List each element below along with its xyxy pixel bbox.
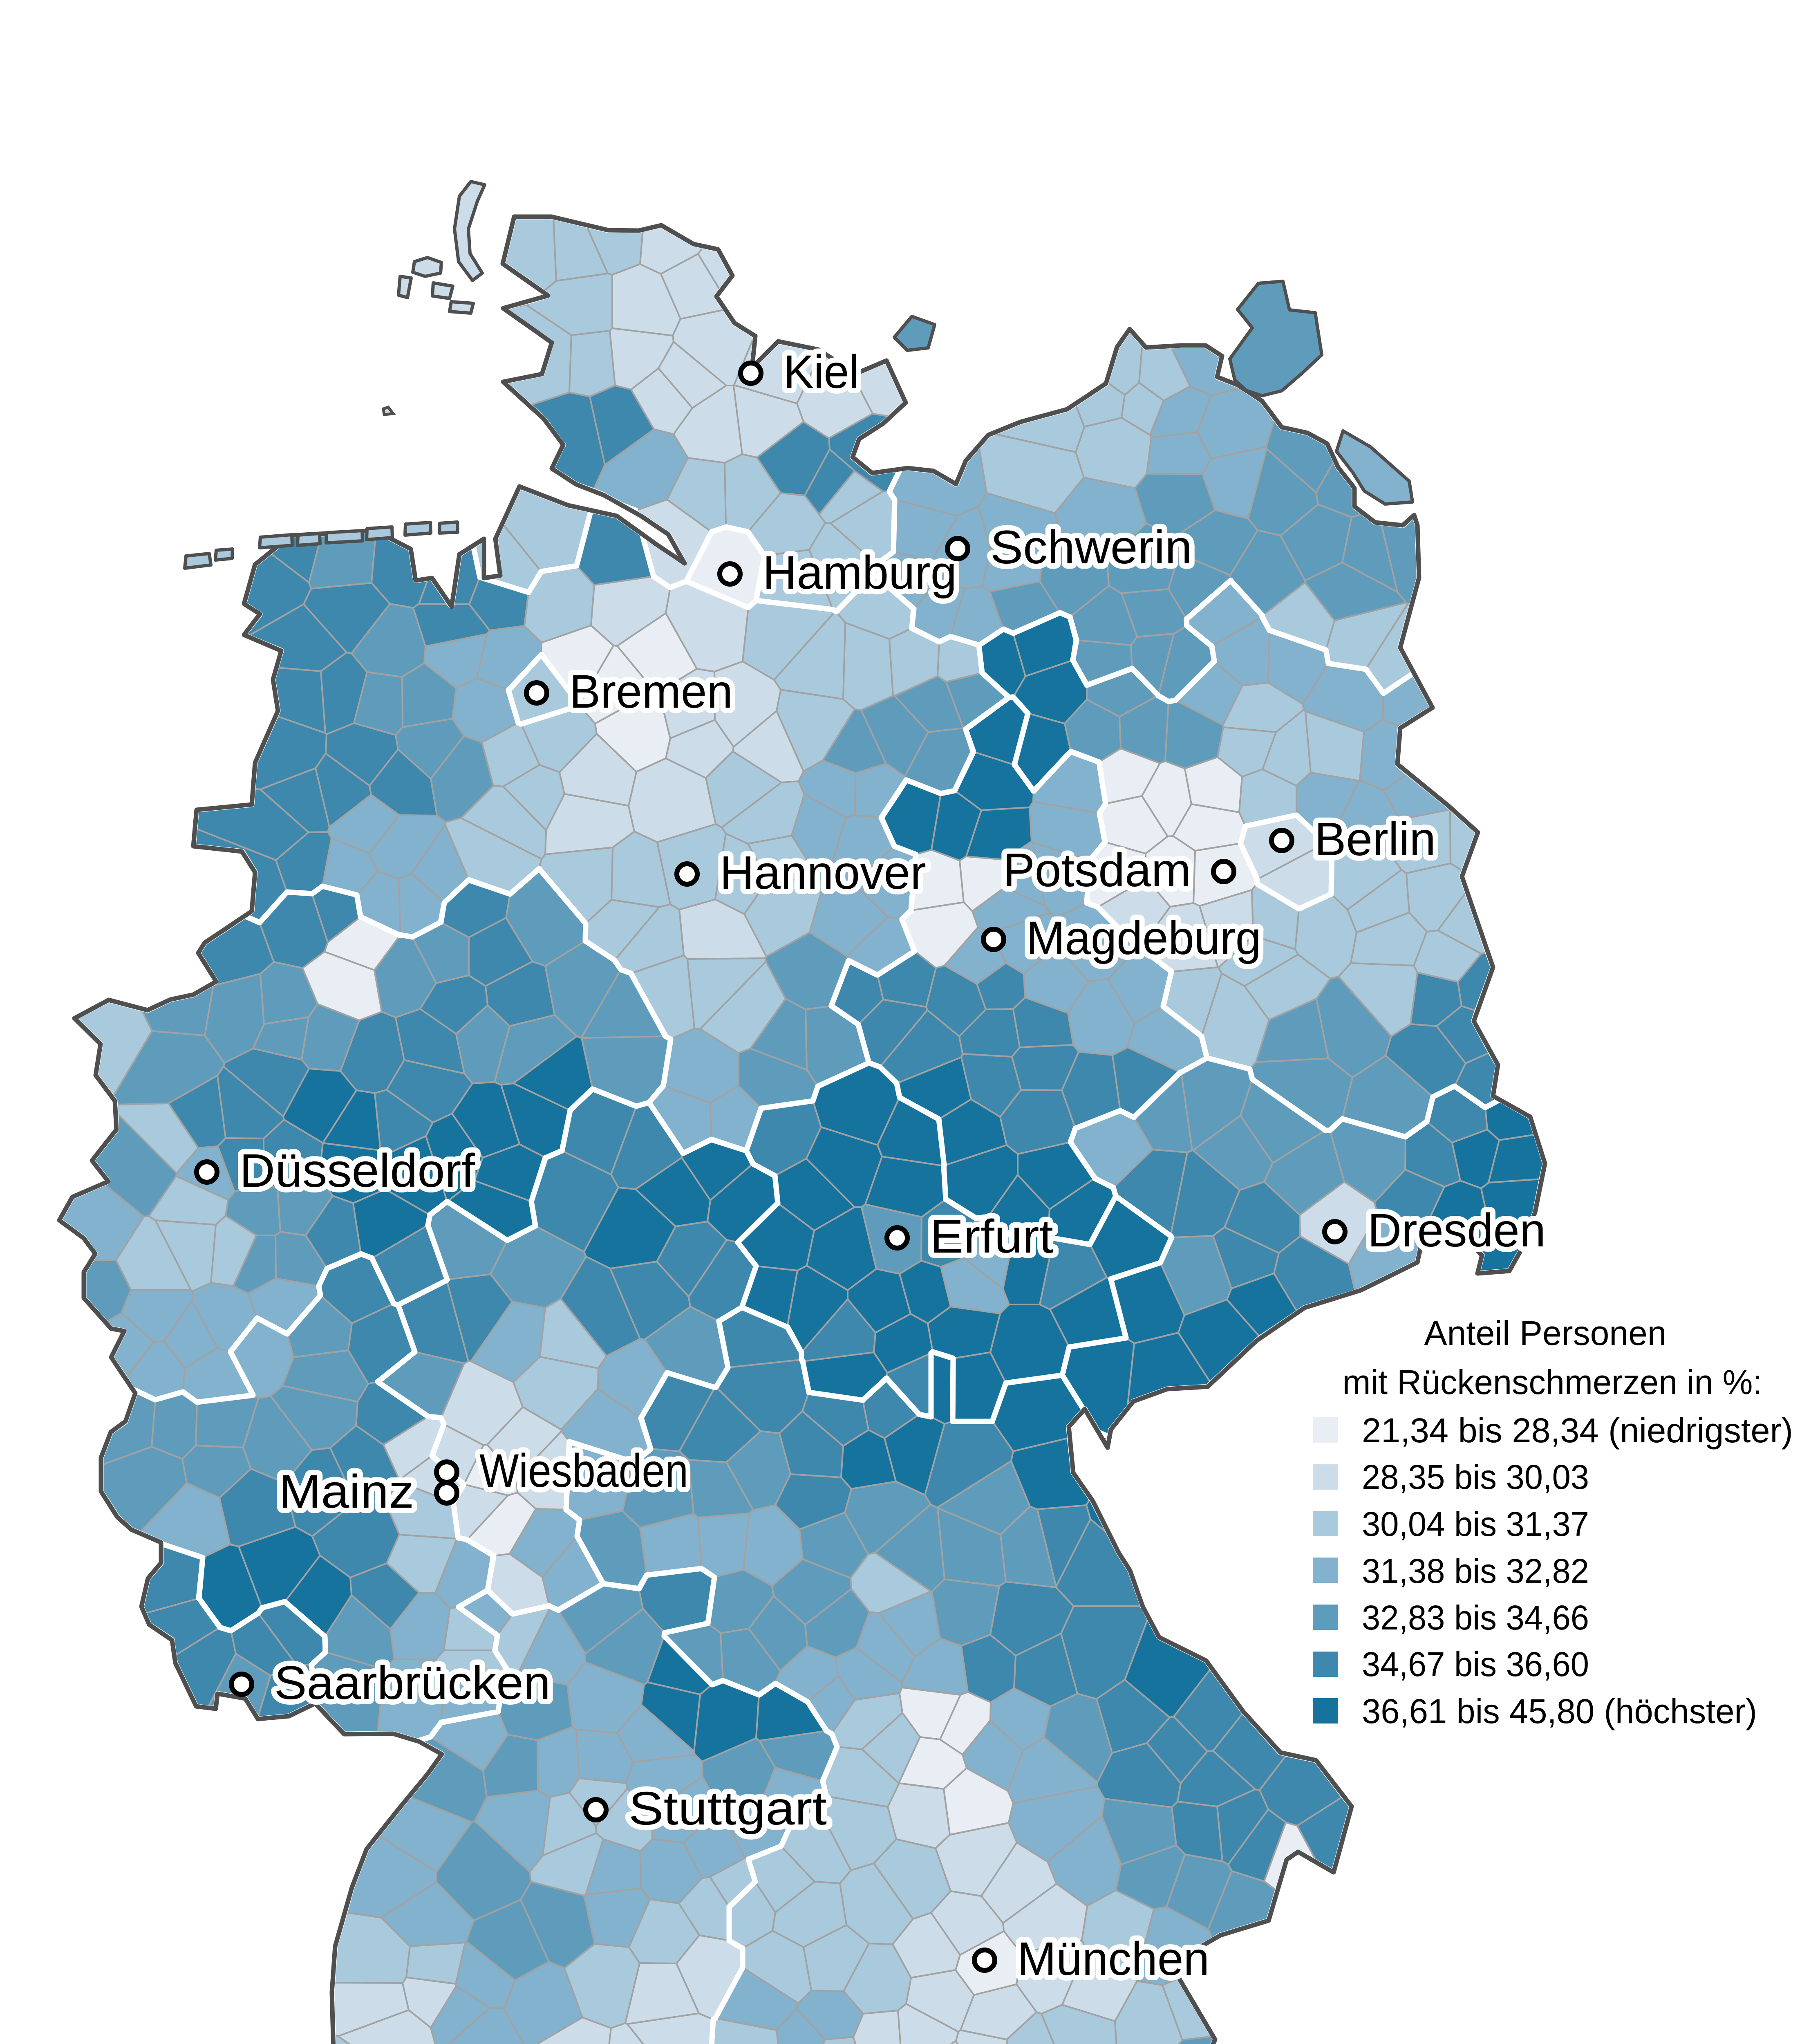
svg-text:Magdeburg: Magdeburg — [1026, 912, 1261, 964]
svg-text:Schwerin: Schwerin — [990, 521, 1192, 574]
svg-text:Hannover: Hannover — [720, 847, 926, 899]
svg-text:Potsdam: Potsdam — [1003, 844, 1191, 896]
svg-text:Stuttgart: Stuttgart — [629, 1782, 827, 1835]
svg-text:Kiel: Kiel — [783, 346, 859, 398]
svg-text:Düsseldorf: Düsseldorf — [240, 1145, 475, 1197]
svg-text:Wiesbaden: Wiesbaden — [479, 1445, 688, 1497]
svg-text:Wiesbaden: Wiesbaden — [479, 1445, 688, 1497]
svg-text:Dresden: Dresden — [1368, 1204, 1546, 1257]
svg-text:Mainz: Mainz — [279, 1466, 414, 1518]
svg-text:30,04 bis 31,37: 30,04 bis 31,37 — [1362, 1505, 1589, 1543]
svg-text:32,83 bis 34,66: 32,83 bis 34,66 — [1362, 1598, 1589, 1637]
svg-text:Erfurt: Erfurt — [930, 1210, 1053, 1263]
svg-text:Hamburg: Hamburg — [763, 547, 957, 599]
svg-text:Berlin: Berlin — [1314, 813, 1436, 865]
svg-text:Hannover: Hannover — [720, 847, 926, 899]
svg-text:mit Rückenschmerzen in %:: mit Rückenschmerzen in %: — [1343, 1363, 1762, 1401]
svg-text:Mainz: Mainz — [279, 1466, 414, 1518]
svg-text:München: München — [1017, 1933, 1209, 1985]
svg-text:Bremen: Bremen — [569, 666, 733, 718]
svg-text:Erfurt: Erfurt — [930, 1210, 1053, 1263]
svg-text:Potsdam: Potsdam — [1003, 844, 1191, 896]
svg-text:Stuttgart: Stuttgart — [629, 1782, 827, 1835]
svg-text:Düsseldorf: Düsseldorf — [240, 1145, 475, 1197]
svg-text:28,35 bis 30,03: 28,35 bis 30,03 — [1362, 1458, 1589, 1496]
svg-text:31,38 bis 32,82: 31,38 bis 32,82 — [1362, 1552, 1589, 1590]
svg-text:Saarbrücken: Saarbrücken — [274, 1657, 551, 1709]
svg-text:Schwerin: Schwerin — [990, 521, 1192, 574]
svg-text:Magdeburg: Magdeburg — [1026, 912, 1261, 964]
svg-text:München: München — [1017, 1933, 1209, 1985]
svg-text:Berlin: Berlin — [1314, 813, 1436, 865]
svg-text:Hamburg: Hamburg — [763, 547, 957, 599]
svg-text:34,67 bis 36,60: 34,67 bis 36,60 — [1362, 1645, 1589, 1683]
svg-text:Kiel: Kiel — [783, 346, 859, 398]
svg-text:Anteil Personen: Anteil Personen — [1424, 1314, 1667, 1352]
svg-text:Saarbrücken: Saarbrücken — [274, 1657, 551, 1709]
svg-text:21,34 bis 28,34 (niedrigster): 21,34 bis 28,34 (niedrigster) — [1362, 1411, 1793, 1450]
svg-text:Bremen: Bremen — [569, 666, 733, 718]
svg-text:Dresden: Dresden — [1368, 1204, 1546, 1257]
svg-text:36,61 bis 45,80 (höchster): 36,61 bis 45,80 (höchster) — [1362, 1692, 1757, 1730]
